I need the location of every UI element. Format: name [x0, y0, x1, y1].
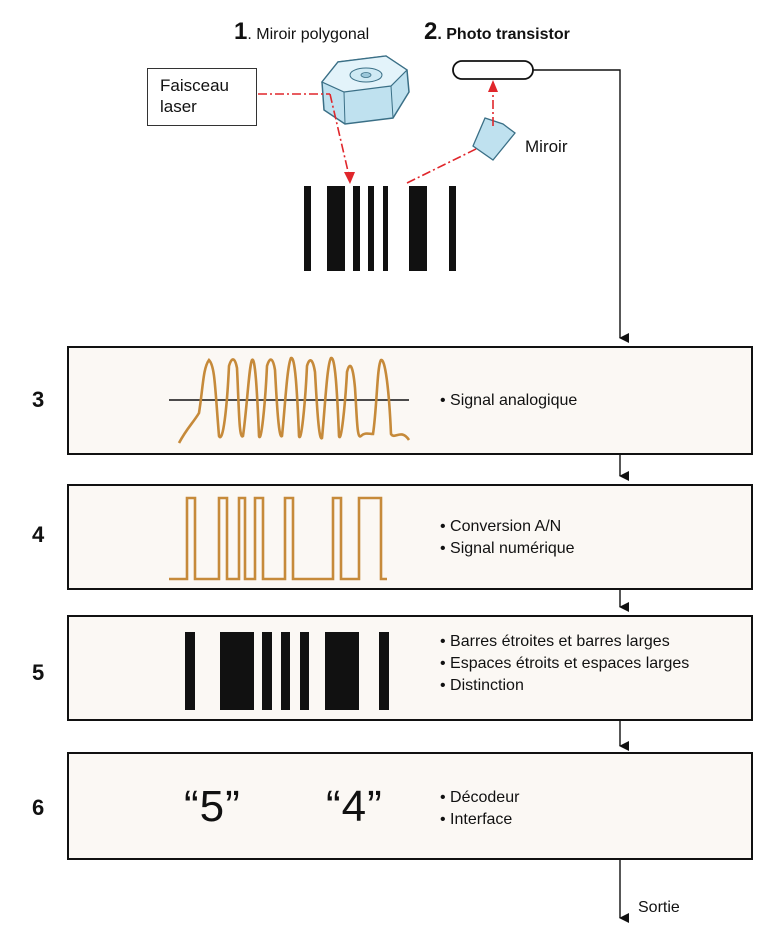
step-3-box: • Signal analogique [67, 346, 753, 455]
photo-transistor-text: . Photo transistor [437, 26, 570, 43]
polygonal-mirror-text: . Miroir polygonal [247, 26, 370, 43]
step-3-bullets: • Signal analogique [440, 390, 577, 412]
step-6-bullets: • Décodeur • Interface [440, 787, 519, 831]
step-5-bullet: • Espaces étroits et espaces larges [440, 655, 690, 672]
step-6-number: 6 [32, 795, 45, 820]
photo-transistor-label: 2. Photo transistor [424, 18, 570, 46]
step-5-bullet: • Distinction [440, 677, 524, 694]
step-6-bullet: • Interface [440, 811, 513, 828]
laser-beam-path [258, 90, 494, 184]
laser-beam-box: Faisceau laser [147, 68, 257, 126]
step-6-box: “5” “4” • Décodeur • Interface [67, 752, 753, 860]
step-4-bullets: • Conversion A/N • Signal numérique [440, 516, 575, 560]
laser-arrowhead-up [488, 80, 498, 92]
polygonal-mirror-icon [321, 55, 410, 125]
decoded-digit-5: “5” [184, 782, 241, 831]
mirror-label: Miroir [525, 137, 568, 156]
barcode-bars [185, 632, 389, 710]
step-6-bullet: • Décodeur [440, 789, 520, 806]
polygonal-mirror-number: 1 [234, 18, 248, 45]
step-4-bullet: • Conversion A/N [440, 518, 562, 535]
photo-transistor-icon [452, 60, 534, 80]
analog-signal-wave [169, 356, 411, 444]
polygonal-mirror-label: 1. Miroir polygonal [234, 18, 369, 46]
output-label: Sortie [638, 899, 680, 916]
step-5-bullets: • Barres étroites et barres larges • Esp… [440, 631, 689, 697]
step-5-number: 5 [32, 660, 45, 685]
step-4-number: 4 [32, 522, 45, 547]
laser-arrowhead-down [344, 172, 355, 184]
laser-box-line2: laser [160, 97, 197, 116]
mirror-icon [472, 117, 516, 161]
step-4-bullet: • Signal numérique [440, 540, 575, 557]
step-3-number: 3 [32, 387, 45, 412]
laser-box-line1: Faisceau [160, 76, 229, 95]
step-4-box: • Conversion A/N • Signal numérique [67, 484, 753, 590]
barcode-top [304, 186, 456, 271]
photo-transistor-number: 2 [424, 18, 438, 45]
decoded-digit-4: “4” [326, 782, 383, 831]
flow-connectors [533, 69, 629, 923]
step-5-bullet: • Barres étroites et barres larges [440, 633, 670, 650]
step-3-bullet: • Signal analogique [440, 392, 578, 409]
digital-signal-wave [169, 496, 387, 581]
step-5-box: • Barres étroites et barres larges • Esp… [67, 615, 753, 721]
